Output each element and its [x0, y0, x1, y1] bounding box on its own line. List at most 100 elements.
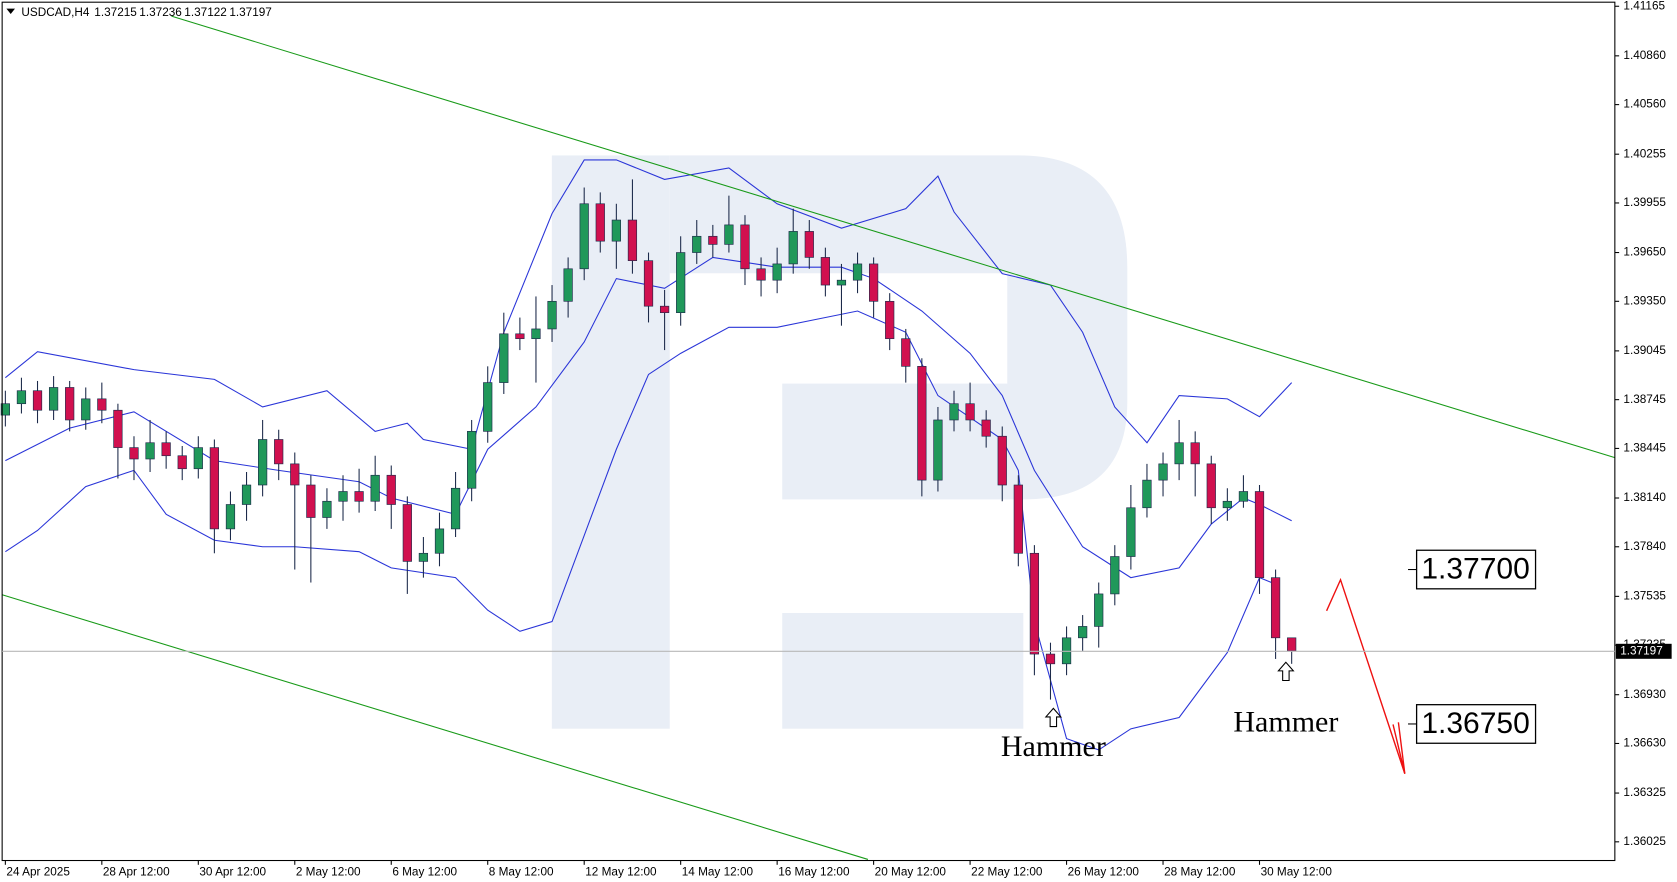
x-tick-label: 12 May 12:00 — [585, 865, 657, 878]
candle-body — [933, 419, 943, 481]
y-tick-label: 1.40560 — [1623, 98, 1666, 111]
candle-body — [836, 279, 847, 286]
x-tick-label: 14 May 12:00 — [682, 865, 754, 878]
candle-body — [659, 305, 670, 314]
candle-body — [1158, 463, 1168, 481]
y-tick-label: 1.39045 — [1623, 344, 1666, 357]
candle-body — [643, 260, 654, 307]
candle-body — [434, 528, 445, 554]
candle-body — [740, 224, 750, 270]
candle-body — [724, 224, 734, 245]
y-tick-label: 1.39650 — [1623, 246, 1666, 259]
trend-line — [171, 15, 1616, 459]
candle-body — [1254, 491, 1265, 578]
candle-body — [579, 203, 589, 270]
candle-body — [852, 263, 863, 281]
candle-body — [1094, 593, 1104, 627]
candle-body — [32, 390, 43, 411]
forecast-arrow — [1325, 577, 1406, 774]
candle-body — [869, 263, 879, 302]
candle-body — [676, 252, 686, 314]
y-tick-label: 1.39955 — [1623, 196, 1666, 209]
trend-line — [1, 594, 869, 860]
candle-body — [595, 203, 605, 242]
candle-body — [0, 403, 10, 416]
menu-icon — [6, 8, 16, 14]
candle-body — [820, 257, 830, 286]
candle-body — [290, 463, 300, 486]
candle-body — [547, 300, 557, 330]
price-label-box — [1615, 643, 1672, 659]
y-tick-label: 1.36325 — [1623, 786, 1666, 799]
candle-body — [1206, 463, 1216, 509]
candle-body — [981, 419, 991, 437]
y-tick-label: 1.37535 — [1623, 589, 1666, 602]
header-quote: 1.37197 — [229, 6, 272, 19]
hammer-label: Hammer — [1233, 705, 1338, 738]
hammer-arrow — [1044, 707, 1063, 728]
candle-body — [113, 409, 123, 448]
header-quote: 1.37122 — [184, 6, 227, 19]
candle-body — [788, 231, 798, 265]
x-tick-label: 2 May 12:00 — [296, 865, 361, 878]
candle-body — [1142, 479, 1152, 509]
candle-body — [129, 447, 139, 460]
candle-body — [241, 484, 252, 505]
candle-body — [1270, 577, 1281, 639]
candle-body — [338, 491, 348, 502]
x-tick-label: 28 Apr 12:00 — [103, 865, 170, 878]
candle-body — [949, 403, 959, 421]
candle-body — [418, 552, 429, 562]
candle-body — [997, 435, 1007, 486]
candle-body — [1190, 442, 1200, 465]
candle-body — [1078, 626, 1088, 639]
y-tick-label: 1.38140 — [1623, 491, 1666, 504]
x-tick-label: 30 May 12:00 — [1261, 865, 1333, 878]
candle-body — [1029, 552, 1040, 655]
y-tick-label: 1.39350 — [1623, 294, 1666, 307]
candle-body — [1174, 442, 1184, 465]
candle-body — [901, 338, 911, 367]
bollinger-band — [5, 310, 1276, 751]
candle-body — [1238, 491, 1249, 502]
y-tick-label: 1.40860 — [1623, 49, 1666, 62]
header-quote: 1.37215 — [94, 6, 137, 19]
candle-body — [627, 219, 638, 261]
candle-body — [1287, 637, 1297, 652]
candle-body — [772, 263, 782, 281]
candle-body — [708, 235, 718, 245]
candle-body — [1110, 556, 1120, 595]
candle-body — [611, 219, 621, 242]
candle-body — [804, 231, 814, 258]
y-tick-label: 1.38745 — [1623, 393, 1666, 406]
candle-body — [306, 484, 316, 518]
x-tick-label: 6 May 12:00 — [392, 865, 457, 878]
y-tick-label: 1.36630 — [1623, 737, 1666, 750]
candle-body — [16, 390, 27, 405]
candle-body — [225, 504, 236, 530]
x-tick-label: 26 May 12:00 — [1068, 865, 1140, 878]
candle-body — [756, 268, 766, 281]
candle-body — [209, 447, 219, 530]
x-tick-label: 28 May 12:00 — [1164, 865, 1236, 878]
candle-body — [483, 382, 493, 432]
candle-body — [258, 439, 268, 486]
y-tick-label: 1.36025 — [1623, 835, 1666, 848]
y-tick-label: 1.36930 — [1623, 688, 1666, 701]
x-tick-label: 30 Apr 12:00 — [199, 865, 266, 878]
candle-body — [370, 474, 380, 502]
candle-body — [1126, 507, 1136, 557]
level-box — [1415, 704, 1537, 744]
candle-body — [402, 504, 412, 562]
hammer-label: Hammer — [1001, 730, 1106, 763]
candle-body — [692, 235, 702, 253]
candle-body — [965, 403, 975, 421]
x-tick-label: 24 Apr 2025 — [6, 865, 70, 878]
y-tick-label: 1.40255 — [1623, 147, 1666, 160]
watermark — [551, 155, 1128, 729]
candle-body — [193, 447, 203, 470]
candle-body — [450, 487, 461, 530]
candle-body — [81, 398, 91, 421]
candle-body — [1013, 484, 1023, 554]
